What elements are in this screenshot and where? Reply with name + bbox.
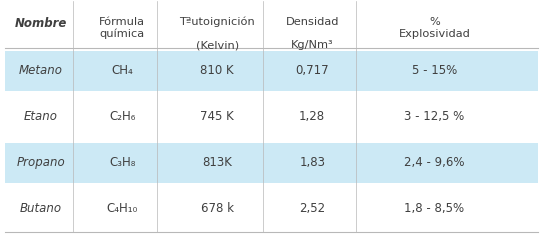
Text: CH₄: CH₄ bbox=[111, 64, 133, 77]
Text: Nombre: Nombre bbox=[15, 17, 67, 30]
Text: C₄H₁₀: C₄H₁₀ bbox=[106, 202, 138, 215]
Text: C₂H₆: C₂H₆ bbox=[109, 110, 135, 123]
Text: Tªutoignición

(Kelvin): Tªutoignición (Kelvin) bbox=[179, 17, 255, 51]
Text: 745 K: 745 K bbox=[200, 110, 234, 123]
Text: Etano: Etano bbox=[24, 110, 58, 123]
Text: Densidad

Kg/Nm³: Densidad Kg/Nm³ bbox=[286, 17, 339, 50]
Text: 2,4 - 9,6%: 2,4 - 9,6% bbox=[404, 156, 465, 169]
Text: Fórmula
química: Fórmula química bbox=[99, 17, 145, 39]
Bar bbox=[5, 51, 538, 91]
Text: 0,717: 0,717 bbox=[295, 64, 329, 77]
Bar bbox=[5, 143, 538, 183]
Text: Metano: Metano bbox=[18, 64, 63, 77]
Text: 1,28: 1,28 bbox=[299, 110, 325, 123]
Text: 2,52: 2,52 bbox=[299, 202, 325, 215]
Text: 813K: 813K bbox=[202, 156, 232, 169]
Text: Propano: Propano bbox=[16, 156, 65, 169]
Text: 5 - 15%: 5 - 15% bbox=[412, 64, 457, 77]
Text: 1,8 - 8,5%: 1,8 - 8,5% bbox=[405, 202, 464, 215]
Text: %
Explosividad: % Explosividad bbox=[399, 17, 470, 38]
Text: 3 - 12,5 %: 3 - 12,5 % bbox=[405, 110, 464, 123]
Text: 810 K: 810 K bbox=[200, 64, 234, 77]
Text: C₃H₈: C₃H₈ bbox=[109, 156, 135, 169]
Text: 678 k: 678 k bbox=[201, 202, 233, 215]
Text: 1,83: 1,83 bbox=[299, 156, 325, 169]
Text: Butano: Butano bbox=[20, 202, 62, 215]
